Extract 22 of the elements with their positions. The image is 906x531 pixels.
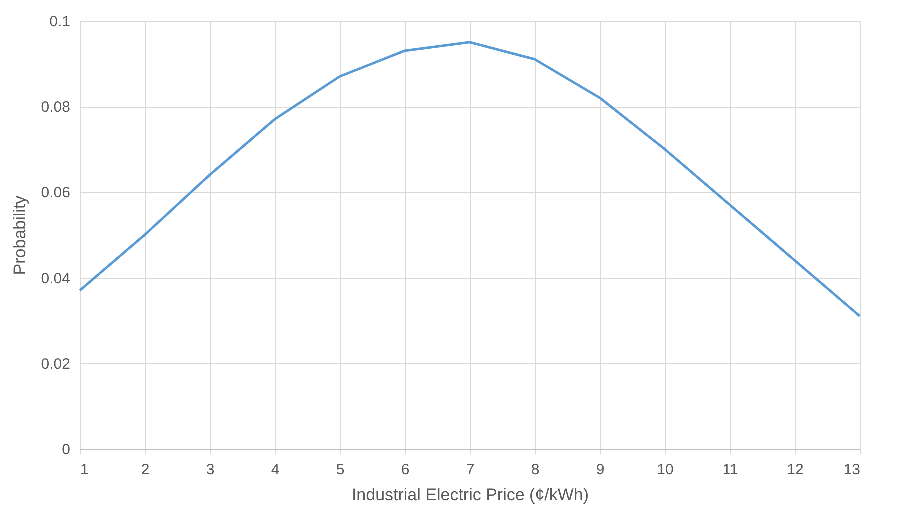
y-tick-label: 0.1	[50, 14, 70, 30]
x-tick-label: 11	[722, 462, 738, 478]
x-tick-label: 1	[80, 462, 89, 478]
x-tick-label: 12	[787, 462, 804, 478]
x-tick-label: 6	[401, 462, 410, 478]
y-tick-label: 0	[62, 442, 70, 458]
x-tick-label: 9	[596, 462, 605, 478]
y-tick-label: 0.06	[41, 184, 70, 202]
x-axis-title: Industrial Electric Price (¢/kWh)	[352, 486, 590, 504]
y-tick-label: 0.02	[41, 356, 70, 373]
x-tick-label: 10	[657, 462, 674, 478]
x-tick-label: 3	[206, 462, 215, 478]
y-tick-label: 0.04	[41, 270, 70, 288]
x-tick-label: 8	[531, 462, 540, 478]
x-tick-label: 4	[271, 462, 280, 478]
x-tick-label: 2	[141, 462, 150, 478]
y-axis-title: Probability	[10, 195, 30, 276]
x-tick-label: 13	[844, 462, 860, 478]
x-tick-label: 5	[336, 462, 345, 478]
x-tick-label: 7	[466, 462, 475, 478]
line-series	[78, 41, 862, 318]
y-tick-label: 0.08	[41, 99, 70, 116]
